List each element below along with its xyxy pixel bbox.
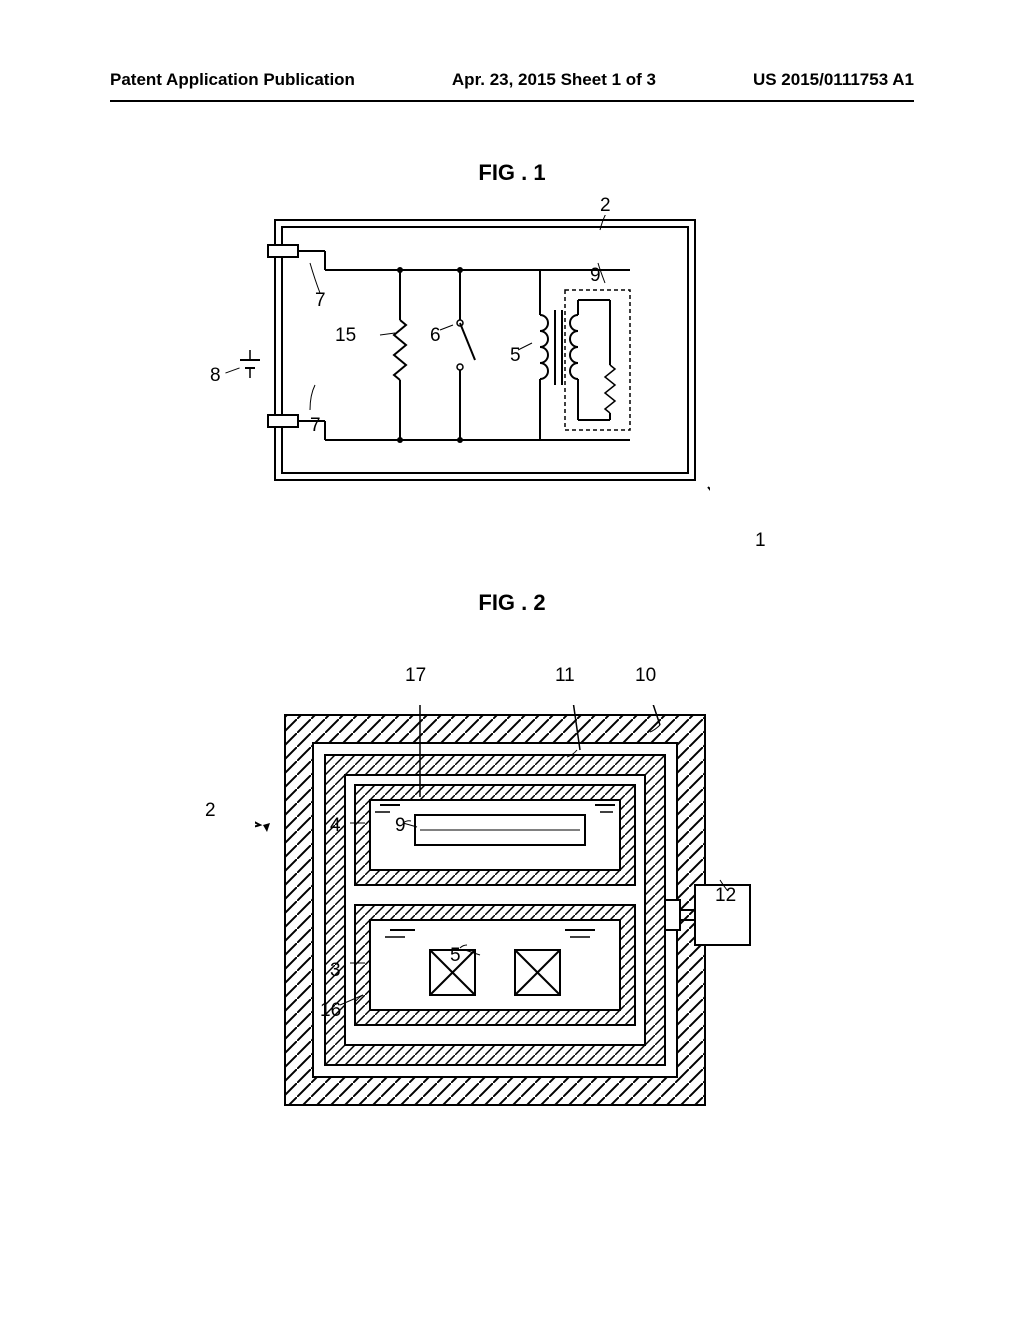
fig1-ref-5: 5: [510, 345, 521, 367]
fig2-ref-2: 2: [205, 800, 216, 822]
fig1-ref-8: 8: [210, 365, 221, 387]
fig2-ref-16: 16: [320, 1000, 341, 1022]
fig1-ref-9: 9: [590, 265, 601, 287]
fig1-ref-1: 1: [755, 530, 766, 552]
header-rule: [110, 100, 914, 102]
fig2-ref-11: 11: [555, 665, 575, 687]
fig2-ref-17: 17: [405, 665, 426, 687]
fig2-ref-9: 9: [395, 815, 406, 837]
fig2-title: FIG . 2: [0, 590, 1024, 616]
fig1-ref-7a: 7: [315, 290, 326, 312]
fig2-ref-10: 10: [635, 665, 656, 687]
fig2-diagram: [255, 705, 735, 1105]
fig1-ref-7b: 7: [310, 415, 321, 437]
header-right: US 2015/0111753 A1: [753, 70, 914, 90]
page-header: Patent Application Publication Apr. 23, …: [0, 70, 1024, 90]
fig2-ref-5: 5: [450, 945, 461, 967]
fig2-ref-4: 4: [330, 815, 341, 837]
battery-icon: [230, 350, 270, 390]
fig1-ref-15: 15: [335, 325, 356, 347]
fig1-title: FIG . 1: [0, 160, 1024, 186]
fig2-ref-12: 12: [715, 885, 736, 907]
header-center: Apr. 23, 2015 Sheet 1 of 3: [452, 70, 656, 90]
fig2-ref-3: 3: [330, 960, 341, 982]
fig1-diagram: [260, 215, 710, 495]
fig1-ref-2: 2: [600, 195, 611, 217]
fig1-ref-6: 6: [430, 325, 441, 347]
header-left: Patent Application Publication: [110, 70, 355, 90]
